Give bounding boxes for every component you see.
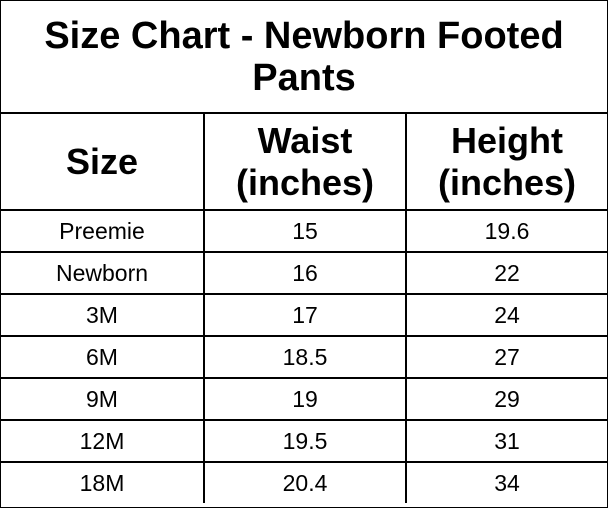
header-size: Size bbox=[1, 112, 205, 211]
table-row: 3M 17 24 bbox=[1, 293, 608, 337]
header-height: Height (inches) bbox=[404, 112, 608, 211]
cell-height: 19.6 bbox=[404, 209, 608, 253]
cell-size: 18M bbox=[1, 461, 205, 503]
cell-size: 9M bbox=[1, 377, 205, 421]
table-row: 18M 20.4 34 bbox=[1, 461, 608, 503]
cell-height: 22 bbox=[404, 251, 608, 295]
header-waist: Waist (inches) bbox=[203, 112, 407, 211]
header-row: Size Waist (inches) Height (inches) bbox=[1, 112, 608, 211]
cell-waist: 20.4 bbox=[203, 461, 407, 503]
table-row: 9M 19 29 bbox=[1, 377, 608, 421]
cell-waist: 15 bbox=[203, 209, 407, 253]
table-row: Preemie 15 19.6 bbox=[1, 209, 608, 253]
cell-size: 3M bbox=[1, 293, 205, 337]
table-title: Size Chart - Newborn Footed Pants bbox=[1, 1, 608, 114]
table-row: 12M 19.5 31 bbox=[1, 419, 608, 463]
cell-size: Preemie bbox=[1, 209, 205, 253]
cell-size: 6M bbox=[1, 335, 205, 379]
cell-height: 29 bbox=[404, 377, 608, 421]
cell-waist: 19.5 bbox=[203, 419, 407, 463]
cell-height: 31 bbox=[404, 419, 608, 463]
cell-height: 27 bbox=[404, 335, 608, 379]
cell-waist: 19 bbox=[203, 377, 407, 421]
cell-waist: 16 bbox=[203, 251, 407, 295]
cell-height: 24 bbox=[404, 293, 608, 337]
cell-waist: 17 bbox=[203, 293, 407, 337]
cell-height: 34 bbox=[404, 461, 608, 503]
cell-waist: 18.5 bbox=[203, 335, 407, 379]
title-row: Size Chart - Newborn Footed Pants bbox=[1, 1, 608, 114]
table-row: 6M 18.5 27 bbox=[1, 335, 608, 379]
cell-size: Newborn bbox=[1, 251, 205, 295]
cell-size: 12M bbox=[1, 419, 205, 463]
table-row: Newborn 16 22 bbox=[1, 251, 608, 295]
